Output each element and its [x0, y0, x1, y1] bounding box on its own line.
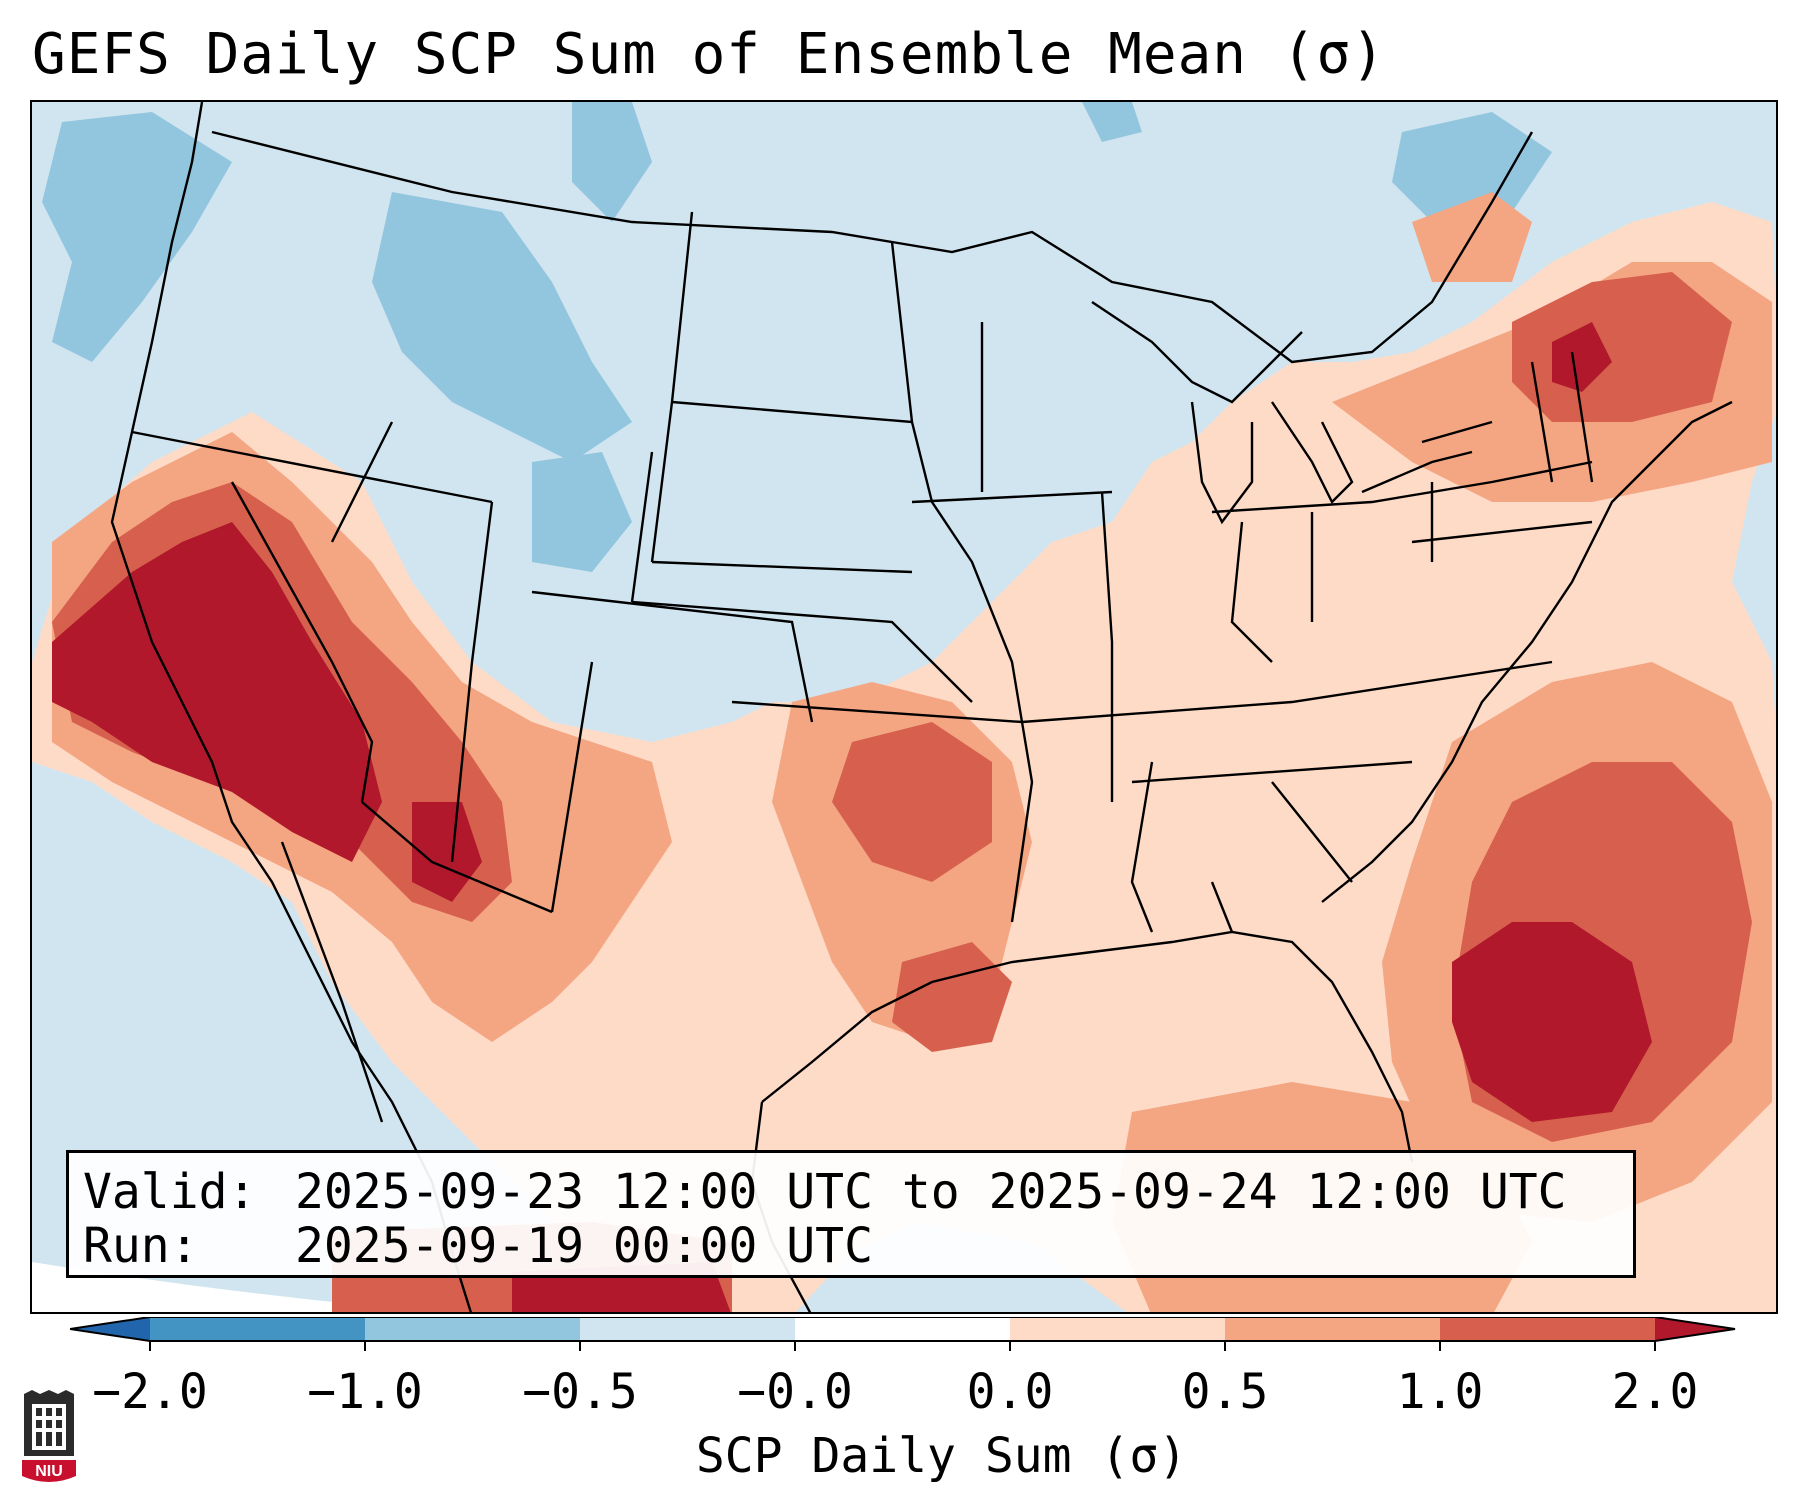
colorbar: [70, 1317, 1736, 1351]
run-label: Run:: [83, 1218, 199, 1274]
colorbar-segment: [580, 1317, 795, 1341]
map-canvas: [32, 102, 1776, 1312]
colorbar-segment: [1440, 1317, 1655, 1341]
valid-time-box: Valid: 2025-09-23 12:00 UTC to 2025-09-24…: [66, 1150, 1636, 1278]
valid-value: 2025-09-23 12:00 UTC to 2025-09-24 12:00…: [295, 1164, 1567, 1220]
colorbar-extend-low: [70, 1317, 150, 1341]
colorbar-tick-label: 0.5: [1181, 1364, 1269, 1420]
valid-label: Valid:: [83, 1164, 257, 1220]
colorbar-tick-label: 1.0: [1396, 1364, 1484, 1420]
colorbar-tick-label: 0.0: [966, 1364, 1054, 1420]
run-value: 2025-09-19 00:00 UTC: [295, 1218, 873, 1274]
colorbar-segment: [365, 1317, 580, 1341]
chart-title: GEFS Daily SCP Sum of Ensemble Mean (σ): [32, 22, 1386, 87]
coastlines-and-borders: [110, 102, 1733, 1312]
colorbar-tick-label: −0.5: [522, 1364, 638, 1420]
logo-text: NIU: [35, 1463, 63, 1480]
colorbar-tick-label: 2.0: [1611, 1364, 1699, 1420]
colorbar-segment: [150, 1317, 365, 1341]
colorbar-tick-label: −0.0: [737, 1364, 853, 1420]
colorbar-ticks: [149, 1341, 1656, 1351]
colorbar-tick-label: −2.0: [92, 1364, 208, 1420]
colorbar-tick-label: −1.0: [307, 1364, 423, 1420]
negative-anomaly-regions: [42, 102, 1552, 572]
colorbar-segment: [795, 1317, 1010, 1341]
niu-logo: NIU: [22, 1390, 76, 1482]
colorbar-segment: [1010, 1317, 1225, 1341]
colorbar-label: SCP Daily Sum (σ): [695, 1428, 1188, 1484]
map-panel: [30, 100, 1778, 1314]
colorbar-segment: [1225, 1317, 1440, 1341]
colorbar-extend-high: [1655, 1317, 1735, 1341]
